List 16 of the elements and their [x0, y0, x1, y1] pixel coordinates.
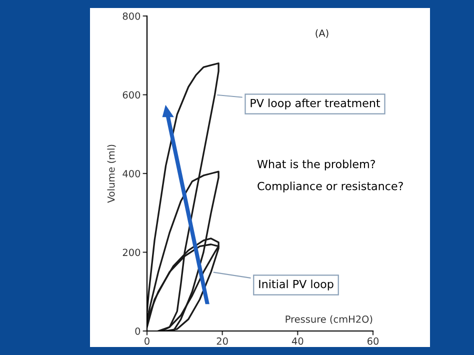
x-tick-label: 40 [292, 337, 304, 345]
y-tick-label: 600 [122, 91, 140, 99]
annotation: PV loop after treatment [250, 98, 380, 110]
y-tick-label: 400 [122, 170, 140, 178]
y-axis-title: Volume (ml) [107, 144, 116, 203]
x-tick-label: 0 [144, 337, 150, 345]
annotation: Compliance or resistance? [258, 182, 403, 192]
annotation: What is the problem? [257, 160, 375, 170]
y-tick-label: 0 [135, 327, 140, 335]
x-tick-label: 20 [216, 337, 228, 345]
annotation: Initial PV loop [259, 280, 334, 290]
text: (A) [316, 29, 328, 38]
y-tick-label: 800 [122, 12, 140, 20]
y-tick-label: 200 [122, 248, 140, 256]
x-tick-label: 60 [367, 337, 379, 345]
x-axis-title: Pressure (cmH2O) [286, 315, 372, 324]
